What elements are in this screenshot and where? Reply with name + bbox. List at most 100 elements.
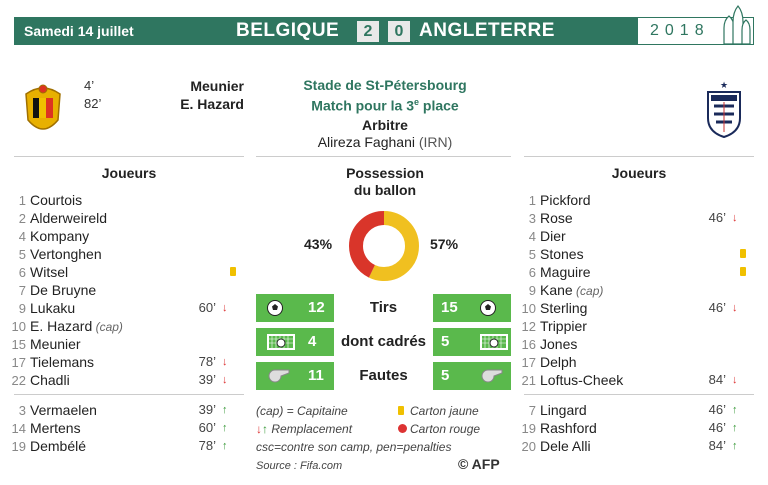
player-row: 2 Alderweireld xyxy=(4,209,244,227)
player-number: 7 xyxy=(528,403,536,418)
player-row: 19 Rashford 46’ ↑ xyxy=(514,419,754,437)
yellow-card-icon xyxy=(398,406,404,415)
sub-minute: 78’ xyxy=(198,438,216,453)
player-name: E. Hazard xyxy=(30,318,93,334)
sub-off-icon: ↓ xyxy=(732,302,738,314)
legend-yellow: Carton jaune xyxy=(410,404,479,418)
away-possession-label: 57% xyxy=(430,236,459,252)
player-name: Delph xyxy=(540,354,577,370)
referee-title: Arbitre xyxy=(362,117,408,133)
away-stat-box: 5 xyxy=(433,362,511,390)
player-number: 1 xyxy=(18,193,26,208)
england-crest-icon: ★ xyxy=(707,80,741,138)
possession-donut xyxy=(349,211,419,281)
sub-minute: 46’ xyxy=(708,210,726,225)
player-number: 17 xyxy=(11,355,26,370)
away-stat-value: 15 xyxy=(441,299,458,316)
away-score: 0 xyxy=(388,21,410,42)
away-stat-value: 5 xyxy=(441,367,450,384)
player-name: Pickford xyxy=(540,192,591,208)
tournament-year: 2018 xyxy=(650,22,710,39)
player-number: 4 xyxy=(18,229,26,244)
player-number: 3 xyxy=(18,403,26,418)
player-name: Vermaelen xyxy=(30,402,97,418)
player-number: 6 xyxy=(18,265,26,280)
player-number: 9 xyxy=(18,301,26,316)
player-number: 2 xyxy=(18,211,26,226)
sub-minute: 39’ xyxy=(198,402,216,417)
home-players-heading: Joueurs xyxy=(101,165,157,181)
sub-minute: 60’ xyxy=(198,420,216,435)
player-row: 1 Courtois xyxy=(4,191,244,209)
captain-mark: (cap) xyxy=(92,320,123,334)
player-number: 7 xyxy=(18,283,26,298)
player-number: 16 xyxy=(521,337,536,352)
divider-home xyxy=(14,156,244,157)
home-possession-label: 43% xyxy=(304,236,333,252)
stat-label: Fautes xyxy=(359,367,408,384)
referee-name: Alireza Faghani (IRN) xyxy=(317,134,453,150)
away-stat-box: 15 xyxy=(433,294,511,322)
sub-minute: 60’ xyxy=(198,300,216,315)
player-row: 9 Lukaku 60’ ↓ xyxy=(4,299,244,317)
player-row: 4 Dier xyxy=(514,227,754,245)
legend-replacement: ↓↑ Remplacement xyxy=(256,422,353,436)
player-row: 22 Chadli 39’ ↓ xyxy=(4,371,244,389)
sub-minute: 78’ xyxy=(198,354,216,369)
player-name: Rose xyxy=(540,210,573,226)
source: Source : Fifa.com xyxy=(256,460,343,472)
player-name: Jones xyxy=(540,336,578,352)
away-stat-box: 5 xyxy=(433,328,511,356)
player-row: 20 Dele Alli 84’ ↑ xyxy=(514,437,754,455)
player-number: 6 xyxy=(528,265,536,280)
player-row: 3 Vermaelen 39’ ↑ xyxy=(4,401,244,419)
player-row: 19 Dembélé 78’ ↑ xyxy=(4,437,244,455)
afp-credit: © AFP xyxy=(458,456,500,472)
possession-home-slice xyxy=(349,211,419,281)
sub-minute: 46’ xyxy=(708,420,726,435)
player-name: Kompany xyxy=(30,228,90,244)
player-name: Dele Alli xyxy=(540,438,591,454)
sub-off-icon: ↓ xyxy=(732,212,738,224)
player-name: Dembélé xyxy=(30,438,87,454)
goal-net-icon xyxy=(479,333,509,361)
player-number: 17 xyxy=(521,355,536,370)
player-name: Stones xyxy=(540,246,584,262)
player-name: De Bruyne xyxy=(30,282,97,298)
sub-minute: 46’ xyxy=(708,300,726,315)
sub-minute: 84’ xyxy=(708,372,726,387)
away-team-name: ANGLETERRE xyxy=(419,20,555,41)
away-stat-value: 5 xyxy=(441,333,450,350)
player-name: Trippier xyxy=(540,318,587,334)
player-number: 21 xyxy=(521,373,536,388)
player-row: 6 Witsel xyxy=(4,263,244,281)
sub-on-icon: ↑ xyxy=(222,422,228,434)
player-row: 1 Pickford xyxy=(514,191,754,209)
player-row: 4 Kompany xyxy=(4,227,244,245)
sub-on-icon: ↑ xyxy=(732,404,738,416)
yellow-card-icon xyxy=(740,267,746,276)
sub-on-icon: ↑ xyxy=(222,440,228,452)
sub-off-icon: ↓ xyxy=(222,356,228,368)
home-players-list: 1 Courtois 2 Alderweireld 4 Kompany 5 Vertonghe… xyxy=(4,191,244,389)
home-team-name: BELGIQUE xyxy=(236,20,340,41)
ball-icon xyxy=(479,299,497,327)
sub-off-icon: ↓ xyxy=(732,374,738,386)
player-number: 5 xyxy=(528,247,536,262)
whistle-icon xyxy=(266,367,292,395)
player-number: 1 xyxy=(528,193,536,208)
match-date: Samedi 14 juillet xyxy=(24,23,134,39)
legend-captain: (cap) = Capitaine xyxy=(256,404,348,418)
player-row: 6 Maguire xyxy=(514,263,754,281)
sub-off-icon: ↓ xyxy=(256,422,262,436)
yellow-card-icon xyxy=(230,267,236,276)
sub-off-icon: ↓ xyxy=(222,374,228,386)
goal-minute-2: 82’ xyxy=(84,96,102,111)
player-row: 10 Sterling 46’ ↓ xyxy=(514,299,754,317)
yellow-card-icon xyxy=(740,249,746,258)
ball-icon xyxy=(266,299,284,327)
home-score: 2 xyxy=(357,21,379,42)
player-number: 10 xyxy=(521,301,536,316)
goal-scorer-1: Meunier xyxy=(190,78,244,94)
captain-mark: (cap) xyxy=(572,284,604,298)
